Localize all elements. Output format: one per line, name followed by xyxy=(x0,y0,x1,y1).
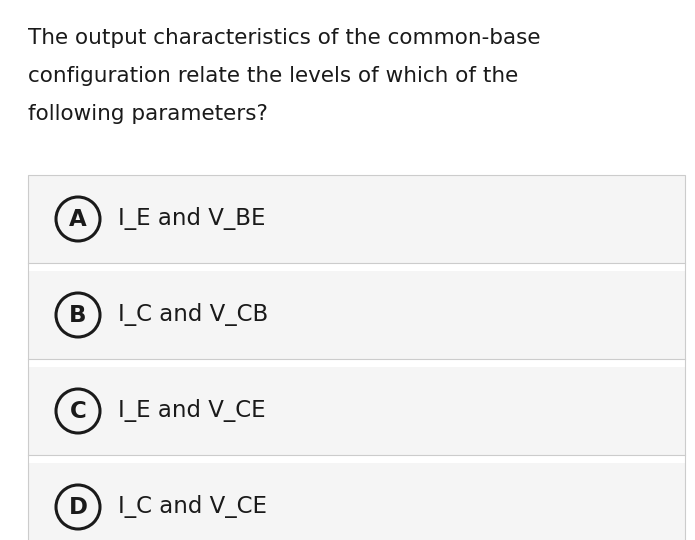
Text: B: B xyxy=(70,303,87,327)
Bar xyxy=(28,271,685,359)
Text: The output characteristics of the common-base: The output characteristics of the common… xyxy=(28,28,541,48)
Text: following parameters?: following parameters? xyxy=(28,104,268,124)
Bar xyxy=(28,175,685,263)
Text: I_E and V_BE: I_E and V_BE xyxy=(118,207,265,231)
Text: D: D xyxy=(69,496,88,518)
Text: I_E and V_CE: I_E and V_CE xyxy=(118,400,265,422)
Bar xyxy=(28,367,685,455)
Bar xyxy=(28,463,685,540)
Text: I_C and V_CE: I_C and V_CE xyxy=(118,496,267,518)
Text: I_C and V_CB: I_C and V_CB xyxy=(118,303,268,327)
Text: C: C xyxy=(70,400,86,422)
Bar xyxy=(28,175,685,540)
Text: configuration relate the levels of which of the: configuration relate the levels of which… xyxy=(28,66,518,86)
Text: A: A xyxy=(69,207,87,231)
